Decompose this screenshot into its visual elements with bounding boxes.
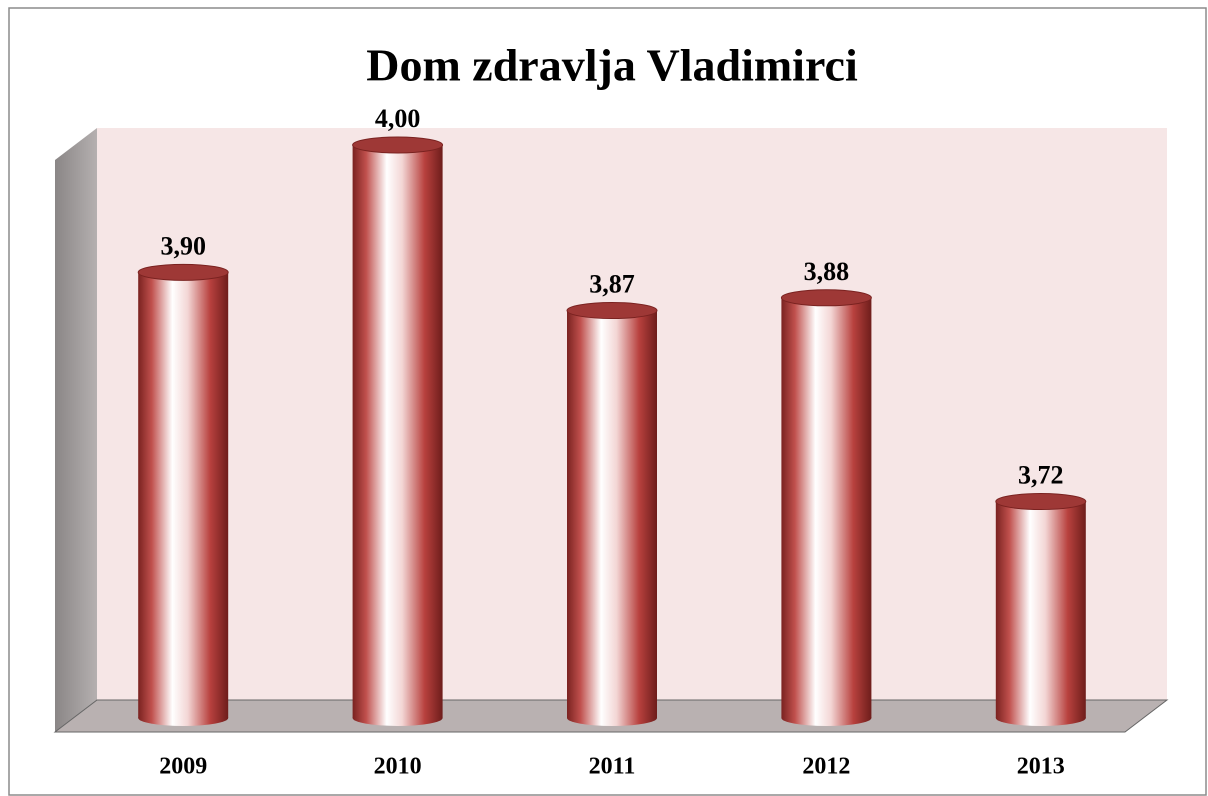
bar-top [566,302,658,320]
x-tick-label: 2013 [1017,754,1065,780]
data-label: 3,90 [160,231,206,260]
bar [138,272,229,718]
bar-top [352,136,444,154]
data-label: 3,87 [589,270,635,299]
x-tick-label: 2012 [802,754,850,780]
chart-title: Dom zdravlja Vladimirci [366,40,858,91]
bar [781,297,872,718]
bar-top [995,493,1087,511]
data-label: 3,88 [804,257,850,286]
bar-top [780,289,872,307]
x-tick-label: 2009 [159,754,207,780]
bar [352,145,443,718]
x-tick-label: 2011 [589,754,636,780]
bar [995,501,1086,718]
bar [567,310,657,718]
data-label: 3,72 [1018,461,1064,490]
data-label: 4,00 [375,104,421,133]
x-tick-label: 2010 [374,754,422,780]
side-wall [55,128,97,732]
bar-top [137,263,229,281]
